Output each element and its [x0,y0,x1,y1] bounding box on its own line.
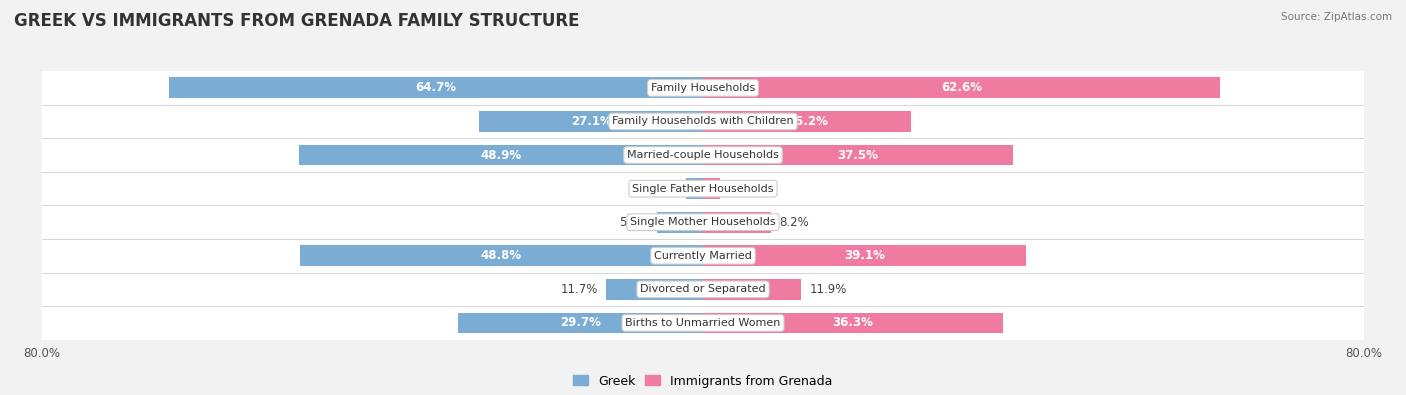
Text: 5.6%: 5.6% [619,216,648,229]
Text: Births to Unmarried Women: Births to Unmarried Women [626,318,780,328]
Text: 25.2%: 25.2% [786,115,828,128]
Text: 48.9%: 48.9% [481,149,522,162]
Bar [703,212,770,233]
Text: 62.6%: 62.6% [941,81,981,94]
Bar [703,145,1012,166]
Text: GREEK VS IMMIGRANTS FROM GRENADA FAMILY STRUCTURE: GREEK VS IMMIGRANTS FROM GRENADA FAMILY … [14,12,579,30]
Text: 64.7%: 64.7% [415,81,457,94]
Text: 11.7%: 11.7% [561,283,598,296]
Bar [606,279,703,300]
Text: 39.1%: 39.1% [844,249,884,262]
Text: Family Households with Children: Family Households with Children [612,117,794,126]
Bar [1,71,1405,105]
Bar [703,279,801,300]
Text: Divorced or Separated: Divorced or Separated [640,284,766,294]
Text: Source: ZipAtlas.com: Source: ZipAtlas.com [1281,12,1392,22]
Bar [1,273,1405,306]
Bar [1,138,1405,172]
Text: 8.2%: 8.2% [779,216,808,229]
Bar [703,312,1002,333]
Bar [703,178,720,199]
Text: 2.0%: 2.0% [728,182,758,195]
Bar [1,205,1405,239]
Text: 36.3%: 36.3% [832,316,873,329]
Text: Single Father Households: Single Father Households [633,184,773,194]
Bar [703,77,1220,98]
Bar [1,172,1405,205]
Bar [1,239,1405,273]
Text: 2.1%: 2.1% [648,182,678,195]
Bar [299,145,703,166]
Text: 29.7%: 29.7% [560,316,600,329]
Bar [169,77,703,98]
Text: Currently Married: Currently Married [654,251,752,261]
Text: Single Mother Households: Single Mother Households [630,217,776,227]
Bar [1,306,1405,340]
Bar [1,105,1405,138]
Legend: Greek, Immigrants from Grenada: Greek, Immigrants from Grenada [568,370,838,393]
Bar [657,212,703,233]
Text: 11.9%: 11.9% [810,283,846,296]
Bar [686,178,703,199]
Bar [299,245,703,266]
Text: 48.8%: 48.8% [481,249,522,262]
Bar [458,312,703,333]
Bar [703,245,1026,266]
Text: Family Households: Family Households [651,83,755,93]
Bar [703,111,911,132]
Bar [479,111,703,132]
Text: 27.1%: 27.1% [571,115,612,128]
Text: 37.5%: 37.5% [838,149,879,162]
Text: Married-couple Households: Married-couple Households [627,150,779,160]
